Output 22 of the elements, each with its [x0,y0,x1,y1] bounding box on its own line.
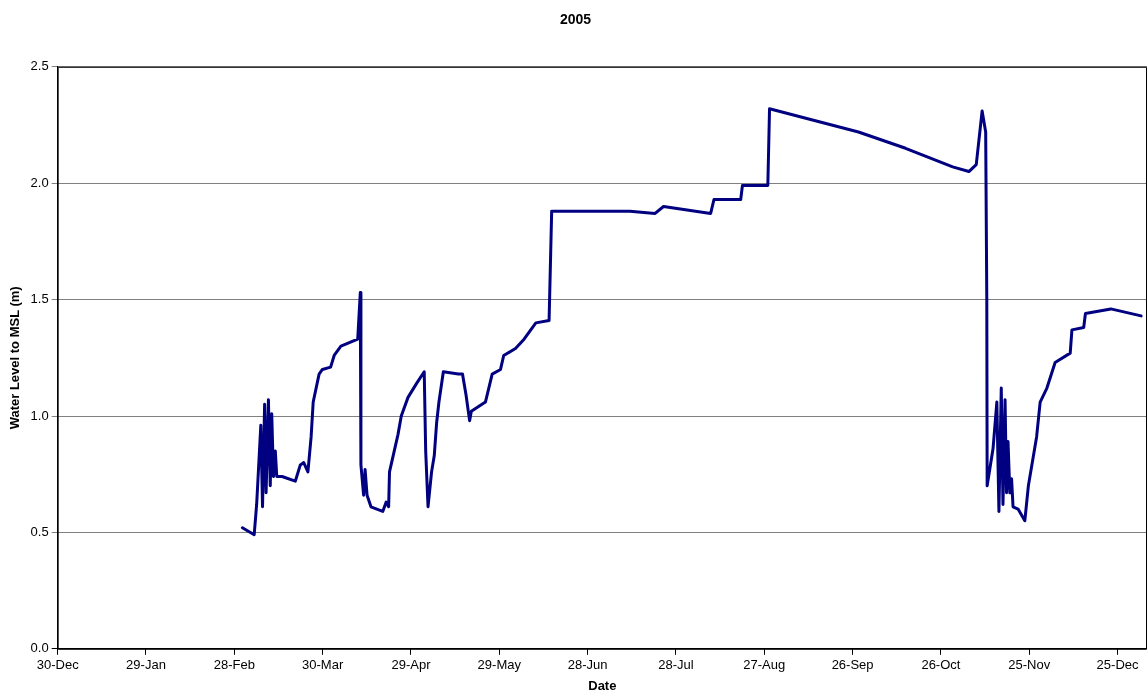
x-tick-label: 28-Jul [658,657,694,673]
y-tick-label: 0.0 [30,640,49,656]
y-axis-title: Water Level to MSL (m) [7,286,23,430]
x-axis-title: Date [588,677,617,693]
x-tick-label: 26-Sep [831,657,874,673]
x-tick-label: 27-Aug [743,657,786,673]
y-tick-label: 2.5 [30,58,49,74]
x-tick-label: 30-Mar [302,657,344,673]
x-tick-label: 28-Jun [567,657,608,673]
chart-title: 2005 [559,11,592,28]
x-tick-label: 25-Nov [1008,657,1051,673]
y-tick-label: 0.5 [30,523,49,539]
y-tick-label: 2.0 [30,174,49,190]
y-tick-label: 1.5 [30,291,49,307]
x-tick-label: 29-Apr [391,657,432,673]
x-tick-label: 29-May [477,657,522,673]
x-tick-label: 25-Dec [1096,657,1140,673]
x-tick-label: 28-Feb [213,657,255,673]
x-tick-label: 26-Oct [921,657,961,673]
x-tick-label: 29-Jan [126,657,166,673]
x-tick-label: 30-Dec [36,657,80,673]
y-tick-label: 1.0 [30,407,49,423]
